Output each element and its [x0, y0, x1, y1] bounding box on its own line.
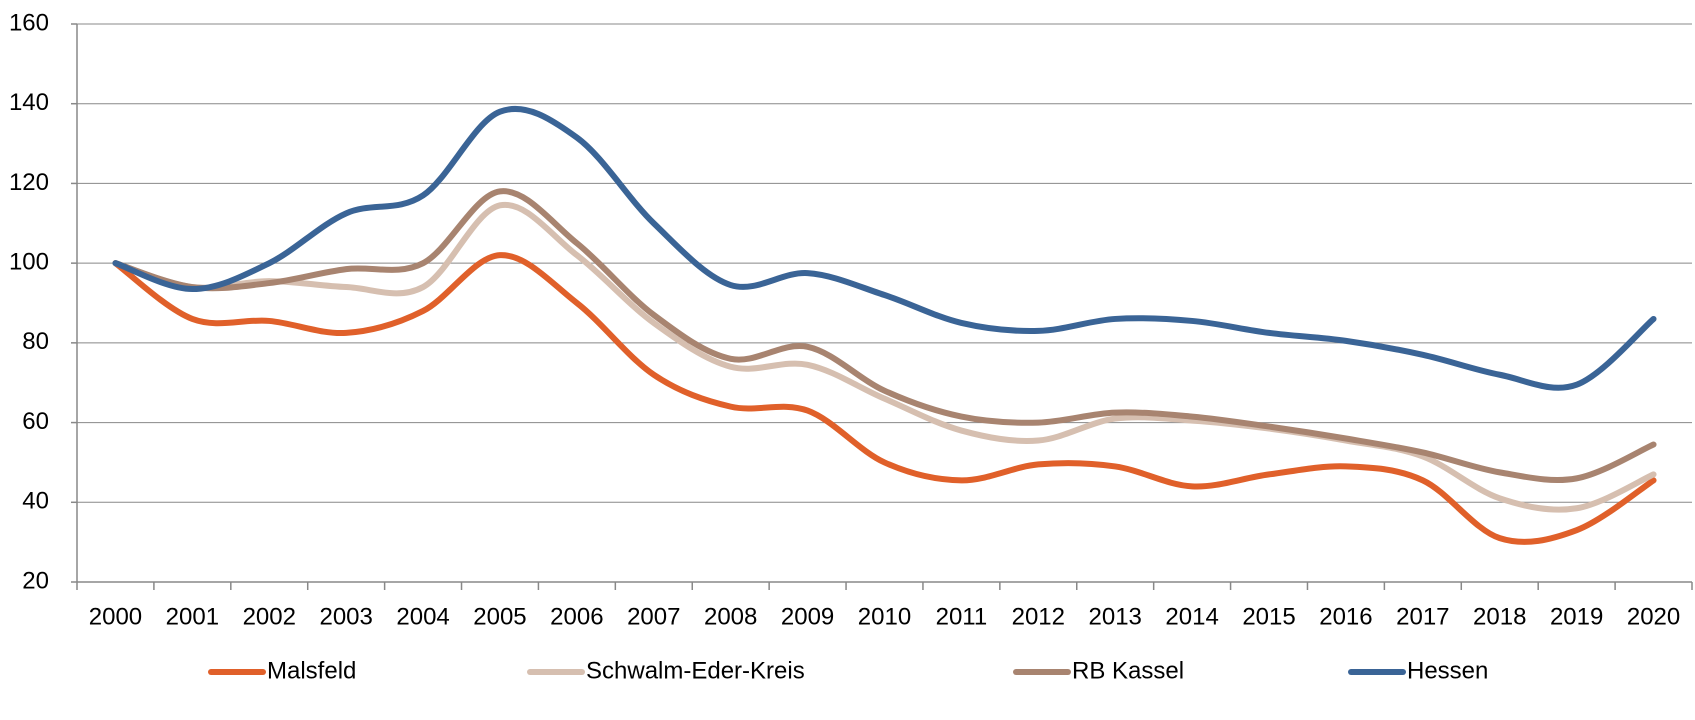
- x-tick-label: 2013: [1089, 603, 1142, 630]
- x-tick-label: 2017: [1396, 603, 1449, 630]
- y-tick-label: 40: [22, 488, 49, 515]
- x-tick-label: 2005: [473, 603, 526, 630]
- x-tick-label: 2002: [243, 603, 296, 630]
- x-tick-label: 2018: [1473, 603, 1526, 630]
- series-line: [112, 252, 1657, 545]
- legend-label: Malsfeld: [267, 657, 356, 684]
- x-tick-label: 2001: [166, 603, 219, 630]
- x-tick-label: 2000: [89, 603, 142, 630]
- x-tick-label: 2010: [858, 603, 911, 630]
- y-tick-label: 60: [22, 408, 49, 435]
- legend-label: RB Kassel: [1072, 657, 1184, 684]
- x-tick-label: 2003: [319, 603, 372, 630]
- x-tick-label: 2008: [704, 603, 757, 630]
- x-tick-label: 2004: [396, 603, 449, 630]
- x-tick-label: 2006: [550, 603, 603, 630]
- x-tick-label: 2019: [1550, 603, 1603, 630]
- x-tick-label: 2020: [1627, 603, 1680, 630]
- x-tick-label: 2014: [1165, 603, 1218, 630]
- y-tick-label: 20: [22, 567, 49, 594]
- series-line: [112, 105, 1657, 391]
- x-tick-label: 2009: [781, 603, 834, 630]
- legend-label: Hessen: [1407, 657, 1488, 684]
- x-tick-label: 2011: [936, 603, 988, 630]
- legend-label: Schwalm-Eder-Kreis: [586, 657, 805, 684]
- y-tick-label: 120: [9, 169, 49, 196]
- y-tick-label: 100: [9, 248, 49, 275]
- y-tick-label: 160: [9, 9, 49, 36]
- x-tick-label: 2007: [627, 603, 680, 630]
- x-tick-label: 2015: [1242, 603, 1295, 630]
- y-tick-label: 80: [22, 328, 49, 355]
- x-tick-label: 2012: [1012, 603, 1065, 630]
- series-line: [112, 188, 1657, 483]
- x-tick-label: 2016: [1319, 603, 1372, 630]
- y-tick-label: 140: [9, 89, 49, 116]
